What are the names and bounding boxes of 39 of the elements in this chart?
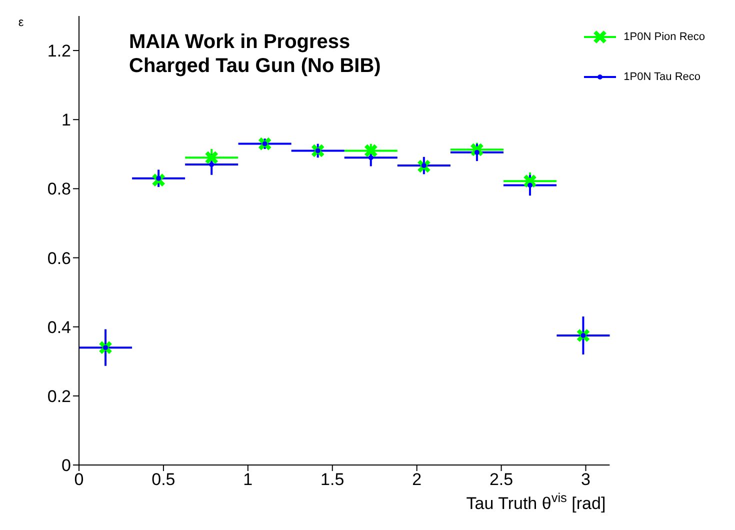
point [364,144,378,158]
point [262,141,268,146]
point [470,142,484,157]
y-axis-title: ε [18,15,24,29]
point [209,162,214,168]
legend-label: 1P0N Tau Reco [624,71,701,83]
x-tick-label: 0.5 [152,470,176,490]
x-tick-label: 2 [412,470,422,490]
point [204,150,219,165]
point [98,340,113,355]
point [103,345,108,350]
x-tick-label: 2.5 [489,470,514,490]
x-tick-label: 1.5 [320,470,344,490]
point [474,150,480,155]
point [523,174,538,188]
y-tick-label: 0.2 [47,386,71,406]
y-tick-label: 0.6 [47,248,71,268]
x-tick-label: 0 [74,470,84,490]
x-tick-label: 1 [243,470,253,490]
point [576,328,590,342]
point [258,136,272,151]
point [528,182,533,188]
y-tick-label: 1.2 [47,42,71,61]
text: Charged Tau Gun (No BIB) [129,54,381,78]
point [580,332,586,338]
legend-label: 1P0N Pion Reco [624,31,705,43]
point [416,159,431,174]
x-axis-title: Tau Truth θ$^{vis}$ [rad] [466,490,606,513]
point [152,173,166,188]
point [156,176,162,181]
x-tick-label: 3 [581,470,590,490]
text: MAIA Work in Progress [129,30,352,54]
point [310,144,325,158]
y-tick-label: 0.8 [47,180,71,199]
point [315,148,320,154]
y-tick-label: 0 [62,456,71,476]
y-tick-label: 1 [62,110,71,130]
y-tick-label: 0.4 [47,318,71,337]
point [421,163,426,168]
